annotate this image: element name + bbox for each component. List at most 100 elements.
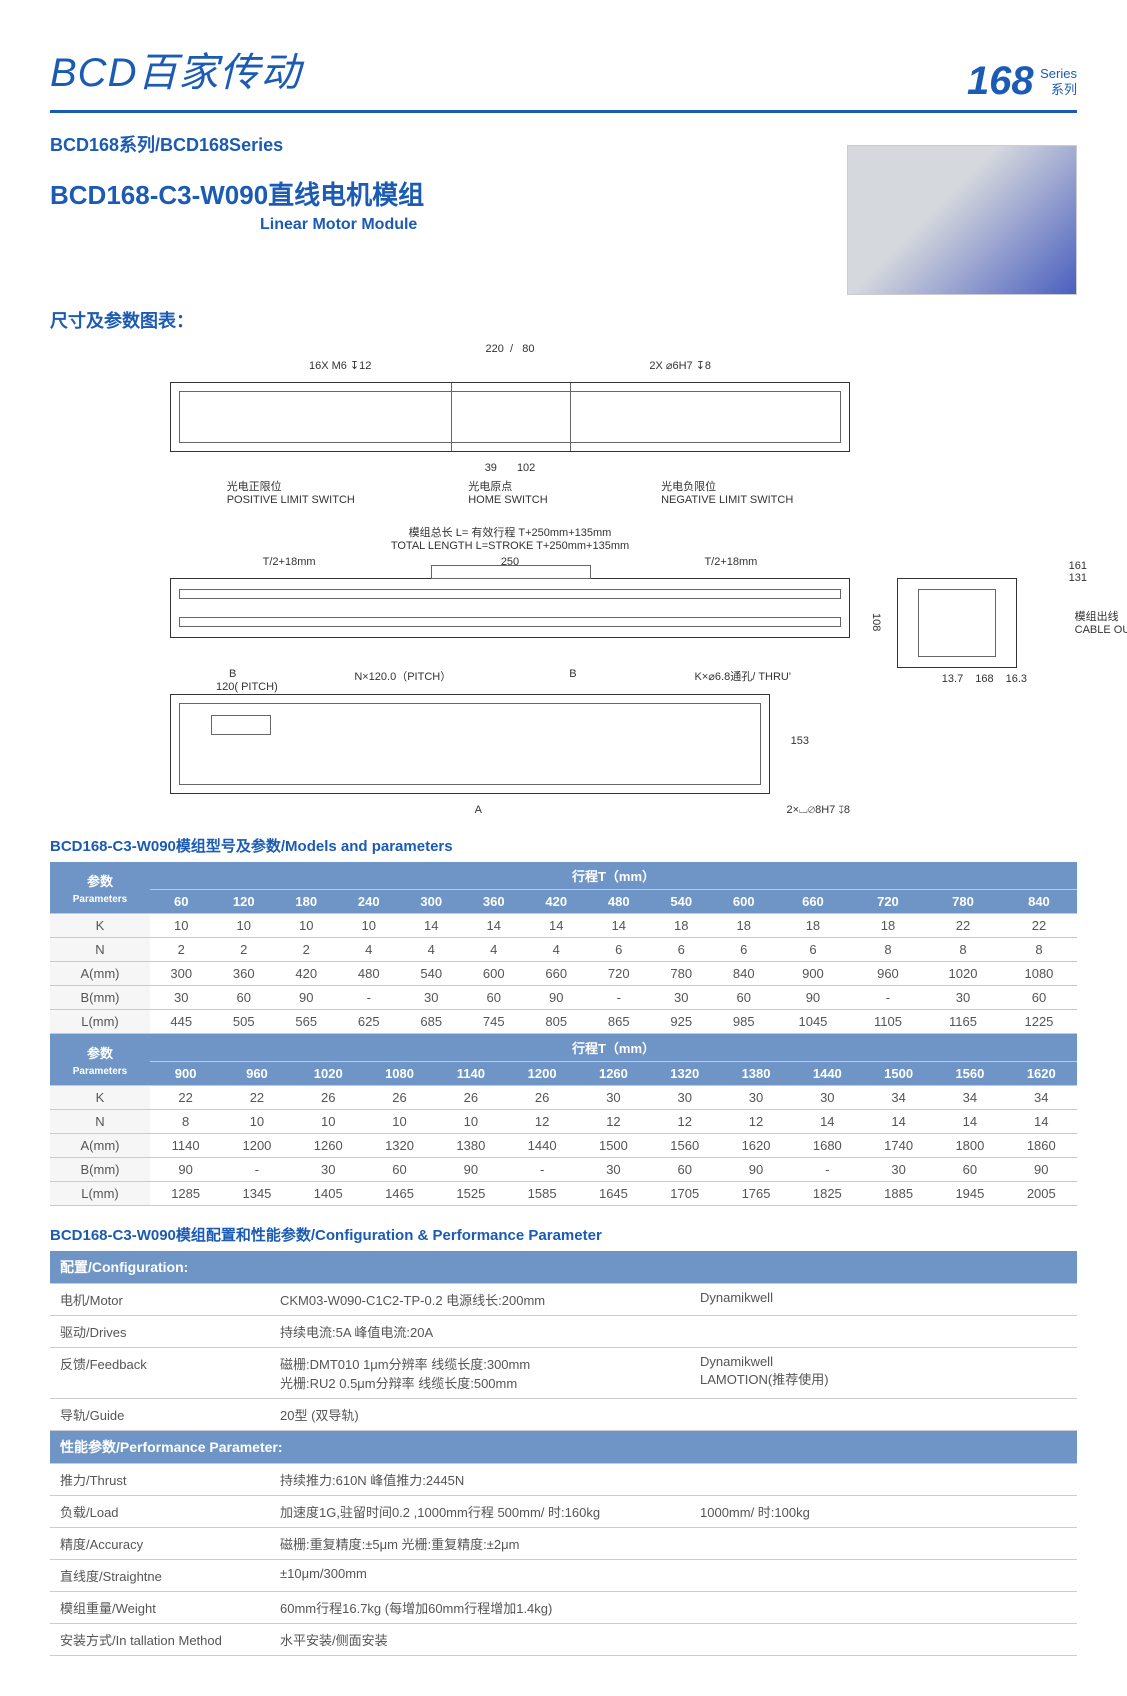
dim-39: 39 xyxy=(485,462,497,474)
stroke-col: 180 xyxy=(275,890,338,914)
param-cell: 90 xyxy=(720,1158,791,1182)
stroke-col: 660 xyxy=(775,890,851,914)
dim-153: 153 xyxy=(791,735,809,747)
config-body-1: 电机/MotorCKM03-W090-C1C2-TP-0.2 电源线长:200m… xyxy=(50,1284,1077,1431)
param-cell: 1740 xyxy=(863,1134,934,1158)
param-cell: 4 xyxy=(463,938,526,962)
param-cell: 1285 xyxy=(150,1182,221,1206)
param-cell: 660 xyxy=(525,962,588,986)
pos-switch-en: POSITIVE LIMIT SWITCH xyxy=(227,494,355,506)
param-cell: 60 xyxy=(713,986,776,1010)
param-cell: 1200 xyxy=(221,1134,292,1158)
param-label-en-2: Parameters xyxy=(73,1066,127,1077)
top-annot-row: 16X M6 ↧12 2X ⌀6H7 ↧8 xyxy=(170,359,850,372)
param-cell: 10 xyxy=(338,914,401,938)
param-row: A(mm)30036042048054060066072078084090096… xyxy=(50,962,1077,986)
param-row: L(mm)44550556562568574580586592598510451… xyxy=(50,1010,1077,1034)
param-cell: 12 xyxy=(506,1110,577,1134)
param-row-label: B(mm) xyxy=(50,986,150,1010)
param-cell: 1020 xyxy=(925,962,1001,986)
param-cell: 30 xyxy=(650,986,713,1010)
config-value-1: 磁栅:重复精度:±5μm 光栅:重复精度:±2μm xyxy=(270,1528,690,1560)
param-cell: 420 xyxy=(275,962,338,986)
dim-131: 131 xyxy=(1069,572,1087,584)
dim-137: 13.7 xyxy=(942,673,963,685)
title-row: BCD168-C3-W090直线电机模组 Linear Motor Module xyxy=(50,175,1077,295)
stroke-col: 1440 xyxy=(792,1062,863,1086)
page-header: BCD百家传动 168 Series 系列 xyxy=(50,40,1077,113)
param-label-zh: 参数 xyxy=(87,874,113,889)
param-cell: 600 xyxy=(463,962,526,986)
param-cell: 30 xyxy=(925,986,1001,1010)
config-value-1: ±10μm/300mm xyxy=(270,1560,690,1592)
config-section-1: 配置/Configuration: xyxy=(50,1251,1077,1284)
bottom-annot-row: A 2×⌴⌀8H7 ↧8 xyxy=(170,804,850,817)
config-row: 直线度/Straightne±10μm/300mm xyxy=(50,1560,1077,1592)
param-cell: 2 xyxy=(213,938,276,962)
config-row: 安装方式/In tallation Method水平安装/侧面安装 xyxy=(50,1624,1077,1656)
neg-switch: 光电负限位 NEGATIVE LIMIT SWITCH xyxy=(661,478,793,506)
param-cell: 1585 xyxy=(506,1182,577,1206)
config-value-2 xyxy=(690,1560,1077,1592)
param-thead-2: 参数 Parameters 行程T（mm） 900960102010801140… xyxy=(50,1034,1077,1086)
param-cell: - xyxy=(338,986,401,1010)
param-cell: 925 xyxy=(650,1010,713,1034)
stroke-col: 1620 xyxy=(1006,1062,1077,1086)
stroke-col: 480 xyxy=(588,890,651,914)
param-cell: 300 xyxy=(150,962,213,986)
config-row: 模组重量/Weight60mm行程16.7kg (每增加60mm行程增加1.4k… xyxy=(50,1592,1077,1624)
param-cell: 780 xyxy=(650,962,713,986)
param-cell: 10 xyxy=(364,1110,435,1134)
pos-switch-zh: 光电正限位 xyxy=(227,481,282,493)
stroke-col: 1140 xyxy=(435,1062,506,1086)
a-label: A xyxy=(475,804,482,817)
param-cell: 10 xyxy=(275,914,338,938)
param-cell: 90 xyxy=(775,986,851,1010)
param-cell: 1320 xyxy=(364,1134,435,1158)
param-row: K22222626262630303030343434 xyxy=(50,1086,1077,1110)
diagram-top-view xyxy=(170,382,850,452)
product-image xyxy=(847,145,1077,295)
param-row-label: K xyxy=(50,914,150,938)
stroke-col: 1320 xyxy=(649,1062,720,1086)
param-cell: 12 xyxy=(720,1110,791,1134)
param-cell: 685 xyxy=(400,1010,463,1034)
stroke-col: 960 xyxy=(221,1062,292,1086)
param-cell: 18 xyxy=(851,914,925,938)
side-dim-block: 161 131 xyxy=(1069,560,1087,584)
param-cell: 14 xyxy=(400,914,463,938)
param-cell: 30 xyxy=(649,1086,720,1110)
config-section-2: 性能参数/Performance Parameter: xyxy=(50,1431,1077,1464)
param-row-label: N xyxy=(50,1110,150,1134)
cable-out: 模组出线 CABLE OUT xyxy=(1075,608,1127,636)
param-cell: 1345 xyxy=(221,1182,292,1206)
param-cell: 30 xyxy=(578,1086,649,1110)
config-row: 电机/MotorCKM03-W090-C1C2-TP-0.2 电源线长:200m… xyxy=(50,1284,1077,1316)
config-value-2 xyxy=(690,1464,1077,1496)
param-row: B(mm)306090-306090-306090-3060 xyxy=(50,986,1077,1010)
config-body-2: 推力/Thrust持续推力:610N 峰值推力:2445N负载/Load加速度1… xyxy=(50,1464,1077,1656)
stroke-col: 600 xyxy=(713,890,776,914)
stroke-col: 1020 xyxy=(293,1062,364,1086)
parameters-table-2: 参数 Parameters 行程T（mm） 900960102010801140… xyxy=(50,1034,1077,1206)
diagram-side-view xyxy=(170,578,850,638)
param-cell: 1885 xyxy=(863,1182,934,1206)
param-cell: 4 xyxy=(338,938,401,962)
parameters-table-1: 参数 Parameters 行程T（mm） 601201802403003604… xyxy=(50,862,1077,1034)
param-cell: 10 xyxy=(213,914,276,938)
param-cell: 34 xyxy=(1006,1086,1077,1110)
param-row-label: A(mm) xyxy=(50,962,150,986)
config-row: 负载/Load加速度1G,驻留时间0.2 ,1000mm行程 500mm/ 时:… xyxy=(50,1496,1077,1528)
diagram-bottom-view: 120( PITCH) 153 xyxy=(170,694,770,794)
stroke-col: 1380 xyxy=(720,1062,791,1086)
param-cell: 10 xyxy=(150,914,213,938)
stroke-col: 720 xyxy=(851,890,925,914)
stroke-col: 1200 xyxy=(506,1062,577,1086)
param-cell: 30 xyxy=(792,1086,863,1110)
param-cell: 18 xyxy=(775,914,851,938)
param-cell: 625 xyxy=(338,1010,401,1034)
param-cell: 1440 xyxy=(506,1134,577,1158)
param-cell: 1105 xyxy=(851,1010,925,1034)
stroke-col: 780 xyxy=(925,890,1001,914)
param-cell: 26 xyxy=(364,1086,435,1110)
